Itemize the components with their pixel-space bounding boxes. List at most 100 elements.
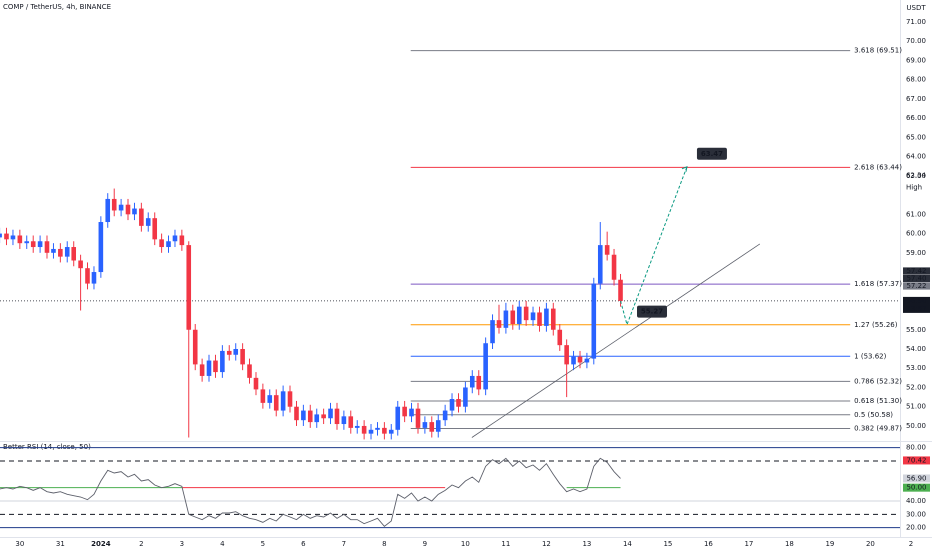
x-tick-label: 8 (382, 540, 386, 548)
candle-body (314, 414, 320, 423)
chart-title: COMP / TetherUS, 4h, BINANCE (3, 3, 111, 11)
y-tick-label: 53.00 (906, 364, 926, 372)
rsi-tag (903, 456, 930, 465)
candle-body (179, 235, 185, 246)
x-tick-label: 7 (342, 540, 346, 548)
y-tick-label: 50.00 (906, 422, 926, 430)
fib-label: 0.5 (50.58) (854, 411, 893, 419)
candle-body (537, 312, 542, 326)
x-tick-label: 3 (180, 540, 184, 548)
candle-body (361, 425, 367, 434)
candle-body (64, 247, 70, 257)
candle-body (287, 391, 293, 407)
candle-body (449, 399, 455, 411)
candle-body (0, 233, 2, 238)
candle-body (253, 377, 259, 390)
candle-body (483, 343, 488, 390)
candle-body (267, 395, 273, 403)
candle-body (78, 260, 83, 269)
candle-body (415, 408, 421, 428)
candle-body (213, 360, 218, 373)
rsi-tag-label: 56.90 (906, 474, 926, 482)
fib-label: 2.618 (63.44) (854, 163, 902, 171)
candle-body (159, 239, 164, 248)
candle-body (409, 408, 414, 417)
candle-body (280, 391, 286, 411)
candle-body (240, 348, 245, 365)
candle-body (172, 235, 178, 242)
candle-body (233, 348, 239, 355)
candle-body (618, 279, 623, 301)
candle-body (139, 208, 144, 226)
candle-body (523, 306, 529, 321)
fib-label: 1 (53.62) (854, 352, 886, 360)
fib-label: 0.618 (51.30) (854, 397, 902, 405)
high-marker-label: High (906, 184, 922, 192)
candle-body (328, 408, 333, 419)
candle-body (199, 364, 205, 376)
price-tag-label: 57.22 (906, 282, 926, 290)
rsi-tick-label: 80.00 (906, 444, 926, 452)
rsi-tick-label: 40.00 (906, 497, 926, 505)
projection-arrow (681, 165, 688, 172)
last-price-label: 56.50 (906, 297, 926, 305)
x-tick-label: 2024 (91, 540, 111, 548)
candle-body (510, 310, 516, 324)
candle-body (550, 308, 556, 330)
fib-label: 1.27 (55.26) (854, 321, 898, 329)
x-tick-label: 5 (261, 540, 265, 548)
candle-body (496, 320, 502, 328)
candle-body (125, 204, 131, 215)
candle-body (44, 241, 50, 253)
candle-body (429, 422, 435, 432)
y-tick-label: 55.00 (906, 326, 926, 334)
y-tick-label: 66.00 (906, 114, 926, 122)
x-tick-label: 9 (423, 540, 427, 548)
candle-body (98, 222, 104, 273)
candle-body (611, 254, 617, 280)
candle-body (273, 395, 279, 411)
rsi-tick-label: 20.00 (906, 524, 926, 532)
candle-body (260, 389, 266, 403)
projection-callout (637, 305, 668, 318)
candle-body (456, 399, 461, 407)
fib-label: 0.382 (49.87) (854, 424, 902, 432)
x-tick-label: 10 (461, 540, 470, 548)
candle-body (530, 312, 536, 321)
currency-label: USDT (906, 4, 926, 12)
candle-body (51, 248, 56, 253)
rsi-tick-label: 30.00 (906, 510, 926, 518)
candle-body (375, 427, 380, 430)
candle-body (152, 218, 158, 240)
x-tick-label: 31 (56, 540, 65, 548)
high-marker-value: 62.34 (906, 172, 927, 180)
candle-body (597, 245, 603, 284)
y-tick-label: 67.00 (906, 95, 926, 103)
x-tick-label: 6 (301, 540, 306, 548)
x-tick-label: 17 (744, 540, 753, 548)
x-tick-label: 12 (542, 540, 551, 548)
trend-line (471, 243, 761, 438)
y-tick-label: 59.00 (906, 249, 926, 257)
candle-body (321, 414, 326, 419)
candle-body (166, 241, 171, 248)
projection-callout (696, 147, 727, 160)
candle-body (354, 425, 360, 428)
candle-body (220, 350, 225, 373)
candle-body (591, 283, 597, 359)
candle-body (132, 208, 137, 215)
price-tag-label: 57.40 (906, 275, 926, 283)
candle-body (307, 410, 313, 423)
candle-body (4, 233, 9, 240)
rsi-tag-label: 50.00 (906, 484, 926, 492)
x-tick-label: 30 (15, 540, 24, 548)
candle-body (37, 241, 43, 248)
candle-body (584, 358, 590, 363)
indicator-title: Better RSI (14, close, 50) (3, 443, 91, 451)
price-tag (903, 282, 930, 290)
rsi-tag (903, 483, 930, 492)
candle-body (226, 350, 232, 355)
candle-body (301, 410, 306, 421)
price-tag (903, 267, 930, 275)
